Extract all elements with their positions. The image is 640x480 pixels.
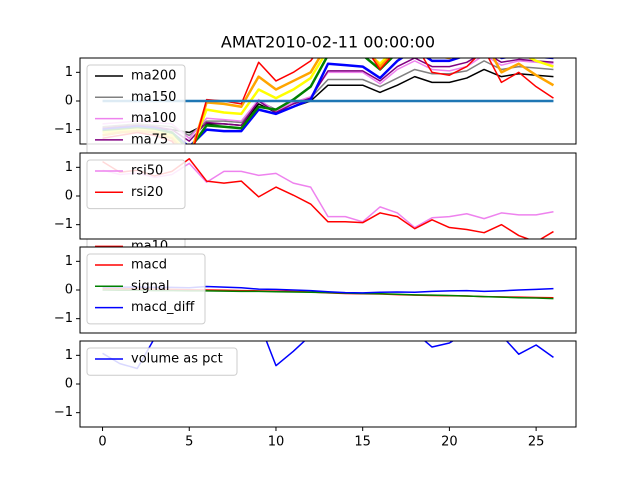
x-tick-label: 15 [354,435,371,450]
x-tick-label: 0 [98,435,106,450]
y-tick-label: −1 [54,311,73,326]
subplot: −1 0 1 rsi50 rsi20 [54,152,577,240]
legend-label: macd [131,258,167,273]
legend-box [86,347,238,376]
x-tick-label: 20 [441,435,458,450]
x-tick-label: 10 [268,435,285,450]
legend-label: ma150 [131,90,176,105]
y-tick-label: −1 [54,122,73,137]
y-tick-label: 1 [65,254,73,269]
legend: volume as pct [86,347,238,376]
subplot: −1 0 1 macd signal macd_diff [54,246,577,334]
legend-label: volume as pct [131,352,223,367]
x-tick-label: 5 [185,435,193,450]
legend-label: ma75 [131,132,168,147]
y-tick-label: 1 [65,160,73,175]
y-tick-label: 1 [65,348,73,363]
legend-box [86,159,186,210]
x-tick-label: 25 [528,435,545,450]
legend-label: ma200 [131,69,176,84]
y-tick-label: 0 [65,377,73,392]
y-tick-label: −1 [54,405,73,420]
legend: macd signal macd_diff [86,253,206,325]
legend: rsi50 rsi20 [86,159,186,210]
legend-label: rsi50 [131,164,163,179]
legend-label: signal [131,279,169,294]
y-tick-label: 0 [65,94,73,109]
chart-title: AMAT2010-02-11 00:00:00 [221,33,435,52]
y-tick-label: −1 [54,217,73,232]
legend-label: macd_diff [131,300,195,315]
y-tick-label: 0 [65,189,73,204]
legend-box [86,253,206,325]
legend-label: ma100 [131,111,176,126]
y-tick-label: 0 [65,283,73,298]
legend-label: rsi20 [131,185,163,200]
y-tick-label: 1 [65,65,73,80]
